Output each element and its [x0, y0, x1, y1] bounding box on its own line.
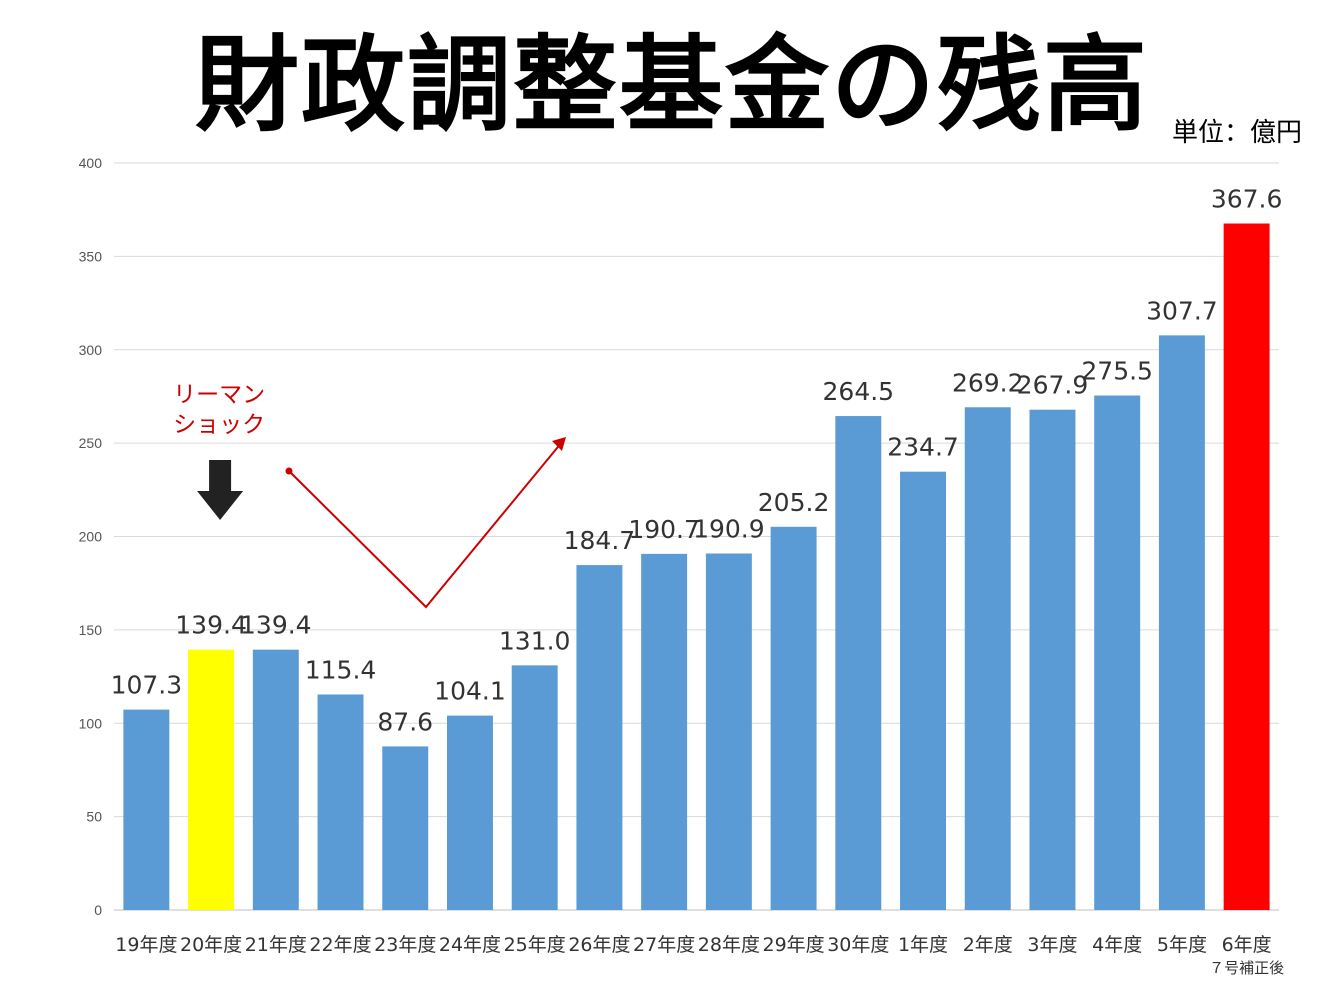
bar — [576, 565, 623, 910]
bar — [188, 649, 235, 910]
down-arrow-icon — [197, 460, 244, 520]
x-axis: 19年度 20年度 21年度 22年度 23年度 24年度 25年度 26年度 27年度 28年度… — [115, 934, 1284, 977]
x-tick-label: 29年度 — [762, 934, 824, 956]
data-label: 275.5 — [1081, 357, 1153, 386]
data-label: 307.7 — [1146, 296, 1218, 325]
trend-line — [288, 441, 563, 609]
bars — [123, 223, 1270, 910]
data-label: 184.7 — [564, 526, 636, 555]
x-tick-label: 24年度 — [439, 934, 501, 956]
bar — [123, 709, 170, 910]
data-label: 139.4 — [175, 611, 247, 640]
x-tick-label: 2年度 — [963, 934, 1013, 956]
data-label: 139.4 — [240, 611, 312, 640]
y-axis: 0 50 100 150 200 250 300 350 400 — [79, 155, 103, 918]
bar — [705, 553, 752, 910]
data-label: 115.4 — [305, 655, 377, 684]
x-tick-label: 23年度 — [374, 934, 436, 956]
bar — [1029, 409, 1076, 910]
bar — [641, 553, 688, 910]
x-tick-label: 6年度 — [1222, 934, 1272, 956]
y-tick-label: 150 — [79, 622, 103, 638]
y-tick-label: 100 — [79, 715, 103, 731]
y-tick-label: 350 — [79, 248, 103, 264]
x-tick-label: 5年度 — [1157, 934, 1207, 956]
bar — [252, 649, 299, 910]
y-tick-label: 300 — [79, 342, 103, 358]
bar — [770, 526, 817, 910]
data-label: 367.6 — [1211, 185, 1283, 214]
bar — [317, 694, 364, 910]
bar — [511, 665, 558, 910]
bar — [900, 471, 947, 910]
y-tick-label: 400 — [79, 155, 103, 171]
data-label: 264.5 — [823, 377, 895, 406]
bar — [1158, 335, 1205, 910]
y-tick-label: 200 — [79, 529, 103, 545]
data-labels: 107.3139.4139.4115.487.6104.1131.0184.71… — [111, 185, 1283, 737]
bar — [382, 746, 429, 910]
bar — [1223, 223, 1270, 910]
data-label: 190.7 — [628, 515, 700, 544]
data-label: 205.2 — [758, 488, 830, 517]
y-tick-label: 0 — [94, 902, 102, 918]
trend-arrowhead-icon — [552, 437, 566, 451]
x-tick-label: 22年度 — [309, 934, 371, 956]
x-tick-label: 19年度 — [115, 934, 177, 956]
unit-label: 単位：億円 — [1171, 118, 1302, 148]
annotation-text: ショック — [173, 412, 265, 438]
x-tick-label: 30年度 — [827, 934, 889, 956]
data-label: 234.7 — [887, 433, 959, 462]
data-label: 107.3 — [111, 671, 183, 700]
x-tick-label: 28年度 — [698, 934, 760, 956]
x-tick-label: 3年度 — [1027, 934, 1077, 956]
x-tick-sublabel: ７号補正後 — [1209, 959, 1284, 977]
x-tick-label: 20年度 — [180, 934, 242, 956]
y-tick-label: 50 — [86, 809, 102, 825]
y-tick-label: 250 — [79, 435, 103, 451]
chart-title: 財政調整基金の残高 — [194, 24, 1149, 146]
x-tick-label: 21年度 — [245, 934, 307, 956]
x-tick-label: 25年度 — [504, 934, 566, 956]
data-label: 87.6 — [377, 707, 433, 736]
annotation-text: リーマン — [173, 382, 265, 408]
bar — [964, 407, 1011, 910]
x-tick-label: 27年度 — [633, 934, 695, 956]
bar — [835, 416, 882, 910]
x-tick-label: 1年度 — [898, 934, 948, 956]
bar — [1094, 395, 1141, 910]
bar — [446, 715, 493, 910]
data-label: 131.0 — [499, 626, 571, 655]
data-label: 269.2 — [952, 368, 1024, 397]
x-tick-label: 4年度 — [1092, 934, 1142, 956]
data-label: 104.1 — [434, 677, 506, 706]
data-label: 267.9 — [1017, 371, 1089, 400]
data-label: 190.9 — [693, 514, 765, 543]
x-tick-label: 26年度 — [568, 934, 630, 956]
gridlines — [114, 162, 1279, 911]
